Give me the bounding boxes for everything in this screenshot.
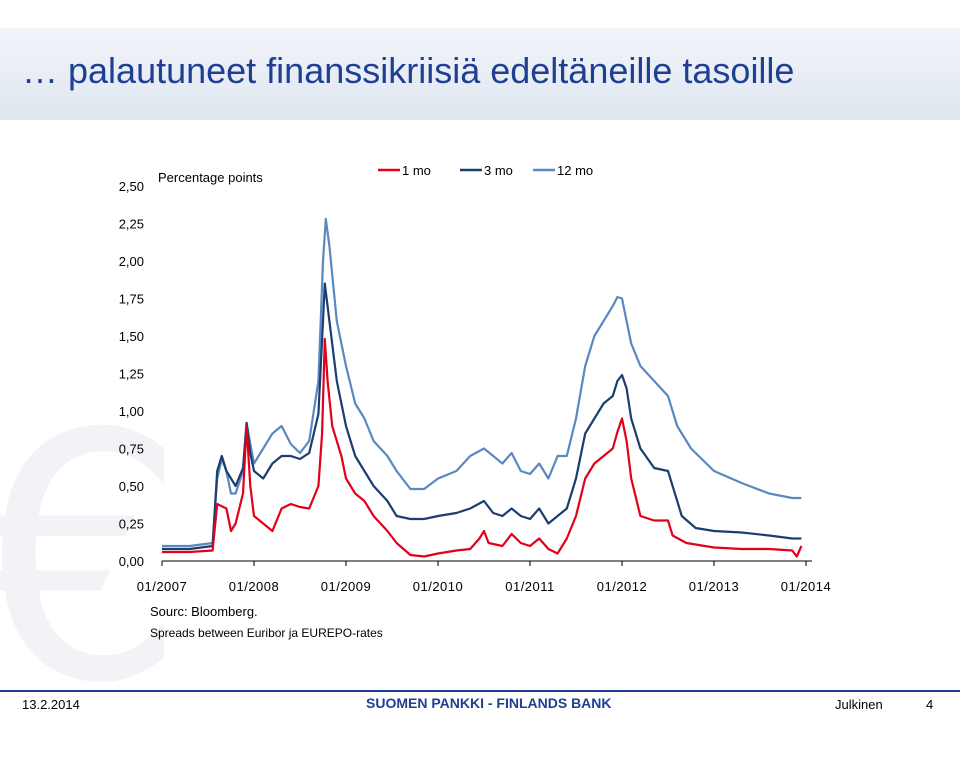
- page-title: … palautuneet finanssikriisiä edeltäneil…: [22, 50, 795, 91]
- y-axis: 0,00 0,25 0,50 0,75 1,00 1,25 1,50 1,75 2,00 2,25…: [119, 179, 144, 569]
- y-tick-label: 0,00: [119, 554, 144, 569]
- x-tick-label: 01/2010: [413, 579, 464, 594]
- unit-label: Percentage points: [158, 170, 263, 185]
- footer-date: 13.2.2014: [22, 697, 80, 712]
- footer-classification: Julkinen: [835, 697, 883, 712]
- y-tick-label: 0,25: [119, 517, 144, 532]
- description-note: Spreads between Euribor ja EUREPO-rates: [150, 626, 383, 640]
- euro-watermark: €: [0, 362, 187, 758]
- series-lines: [162, 217, 803, 558]
- footer-divider: [0, 690, 960, 692]
- y-tick-label: 0,50: [119, 479, 144, 494]
- y-tick-label: 2,00: [119, 254, 144, 269]
- x-tick-label: 01/2011: [505, 579, 555, 594]
- legend-label: 1 mo: [402, 163, 431, 178]
- footer-page-number: 4: [926, 697, 934, 712]
- x-tick-label: 01/2008: [229, 579, 280, 594]
- y-tick-label: 1,25: [119, 367, 144, 382]
- y-tick-label: 0,75: [119, 442, 144, 457]
- series-line-3mo: [162, 282, 802, 551]
- x-axis: 01/2007 01/2008 01/2009 01/2010 01/2011 01/20…: [137, 560, 832, 594]
- x-tick-label: 01/2014: [781, 579, 832, 594]
- y-tick-label: 2,25: [119, 217, 144, 232]
- series-line-1mo: [162, 337, 803, 558]
- source-note: Sourc: Bloomberg.: [150, 604, 258, 619]
- x-tick-label: 01/2007: [137, 579, 188, 594]
- legend-label: 3 mo: [484, 163, 513, 178]
- x-tick-label: 01/2012: [597, 579, 648, 594]
- y-tick-label: 1,50: [119, 329, 144, 344]
- x-tick-label: 01/2009: [321, 579, 372, 594]
- y-tick-label: 1,00: [119, 404, 144, 419]
- y-tick-label: 2,50: [119, 179, 144, 194]
- x-tick-label: 01/2013: [689, 579, 740, 594]
- spread-chart: 0,00 0,25 0,50 0,75 1,00 1,25 1,50 1,75 2,00 2,25…: [119, 163, 832, 594]
- title-band: [0, 28, 960, 120]
- legend: 1 mo 3 mo 12 mo: [378, 163, 593, 178]
- legend-label: 12 mo: [557, 163, 593, 178]
- series-line-12mo: [162, 217, 802, 548]
- footer-bank-name: SUOMEN PANKKI - FINLANDS BANK: [366, 695, 612, 711]
- y-tick-label: 1,75: [119, 292, 144, 307]
